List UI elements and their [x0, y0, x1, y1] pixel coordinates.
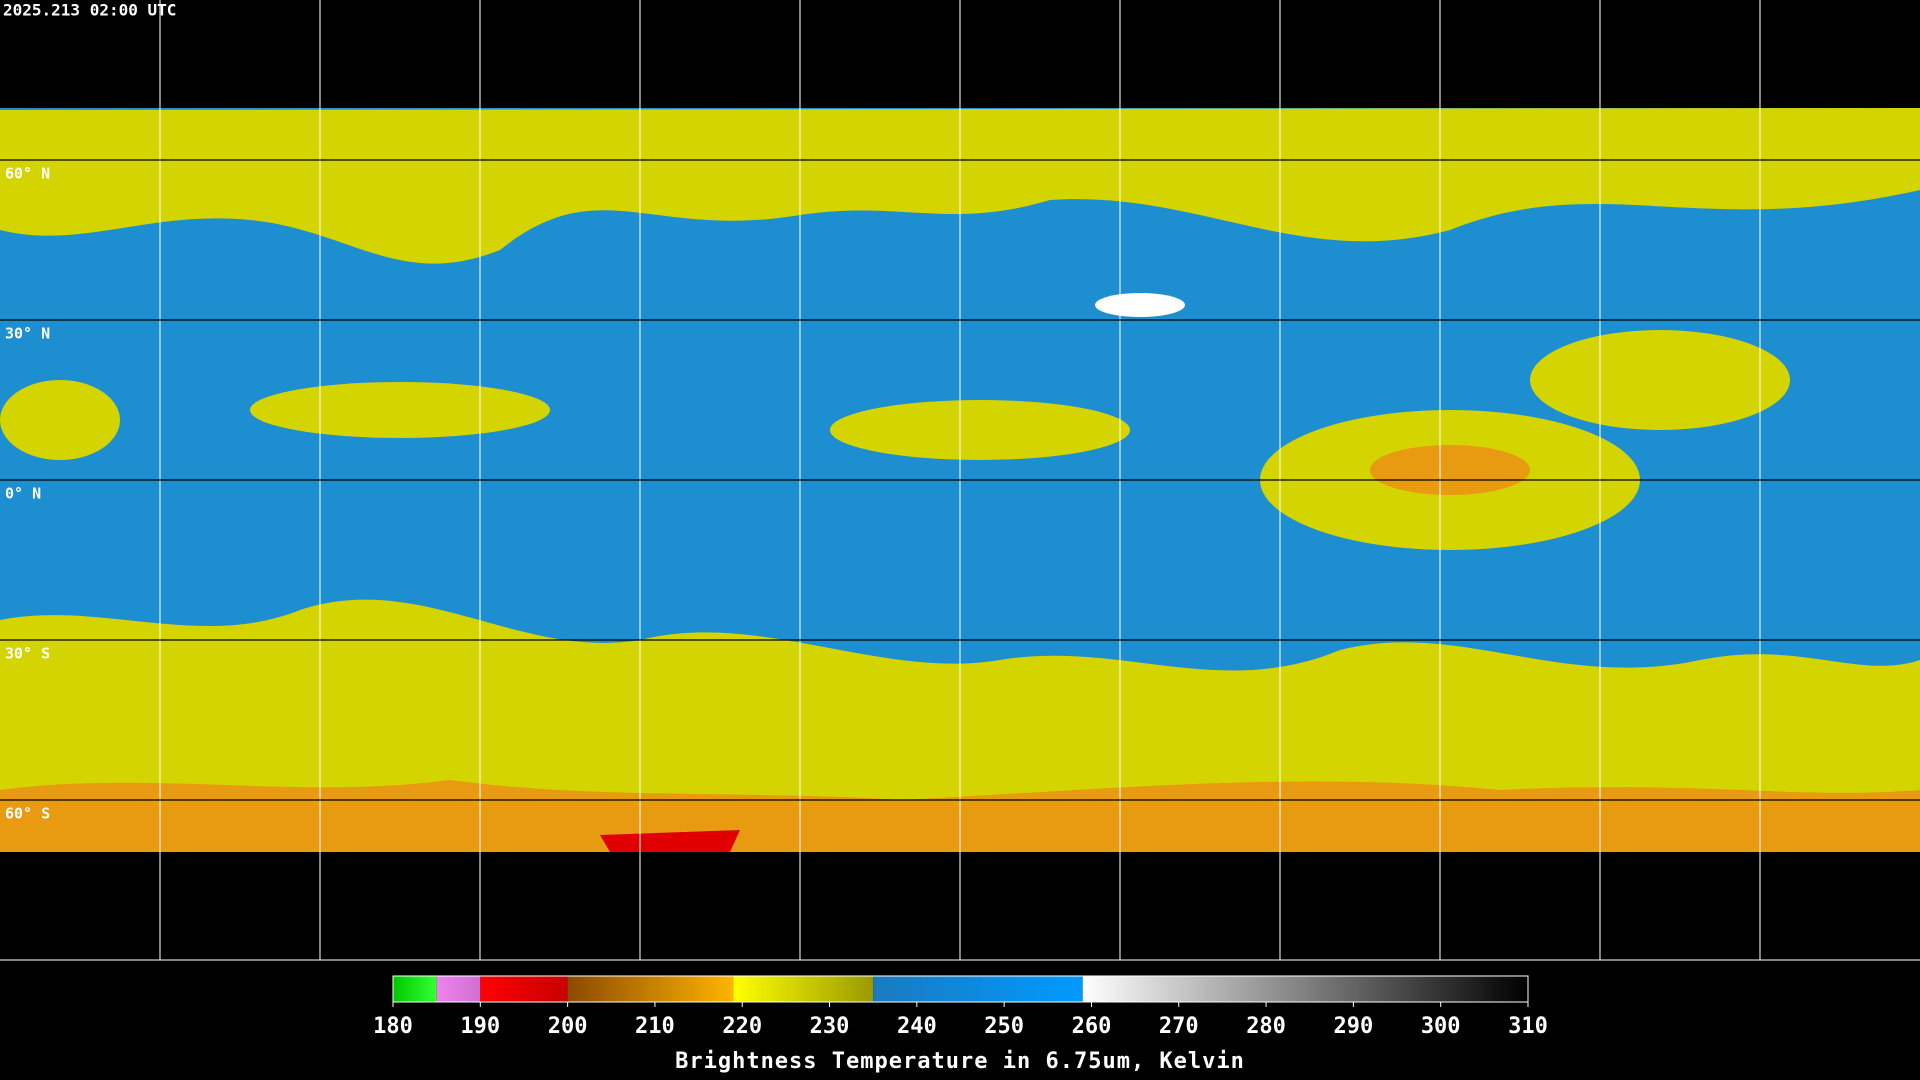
dry-spot — [1095, 293, 1185, 317]
convection-africa — [830, 400, 1130, 460]
colorbar-segment — [567, 976, 734, 1002]
latitude-label: 0° N — [5, 485, 41, 503]
colorbar-tick-label: 300 — [1421, 1014, 1461, 1039]
convection-america — [250, 382, 550, 438]
colorbar-tick-label: 310 — [1508, 1014, 1548, 1039]
graticule: 60° N 30° N 0° N 30° S 60° S — [0, 0, 1920, 961]
colorbar-tick-label: 220 — [722, 1014, 762, 1039]
colorbar-tick-label: 250 — [984, 1014, 1024, 1039]
colorbar-segment — [1082, 976, 1528, 1002]
colorbar-segment — [873, 976, 1083, 1002]
colorbar-segment — [480, 976, 568, 1002]
colorbar-tick-label: 210 — [635, 1014, 675, 1039]
colorbar-tick-label: 290 — [1334, 1014, 1374, 1039]
convection-wpac — [1530, 330, 1790, 430]
coldest-spot — [600, 830, 740, 852]
latitude-label: 60° N — [5, 165, 50, 183]
colorbar-tick-label: 200 — [548, 1014, 588, 1039]
latitude-label: 30° S — [5, 645, 50, 663]
colorbar-tick-label: 280 — [1246, 1014, 1286, 1039]
colorbar-title: Brightness Temperature in 6.75um, Kelvin — [675, 1049, 1245, 1074]
colorbar-tick-label: 270 — [1159, 1014, 1199, 1039]
colorbar-tick-label: 260 — [1072, 1014, 1112, 1039]
colorbar-segment — [436, 976, 481, 1002]
timestamp: 2025.213 02:00 UTC — [3, 1, 176, 20]
colorbar-segment — [393, 976, 437, 1002]
colorbar-tick-label: 240 — [897, 1014, 937, 1039]
convection-pacific — [0, 380, 120, 460]
latitude-label: 60° S — [5, 805, 50, 823]
convection-core — [1370, 445, 1530, 495]
colorbar-segment — [733, 976, 874, 1002]
colorbar-tick-label: 180 — [373, 1014, 413, 1039]
latitude-label: 30° N — [5, 325, 50, 343]
colorbar-tick-label: 230 — [810, 1014, 850, 1039]
colorbar-tick-label: 190 — [460, 1014, 500, 1039]
colorbar: 180 190 200 210 220 230 240 250 260 270 280 290 300 3… — [373, 975, 1548, 1039]
